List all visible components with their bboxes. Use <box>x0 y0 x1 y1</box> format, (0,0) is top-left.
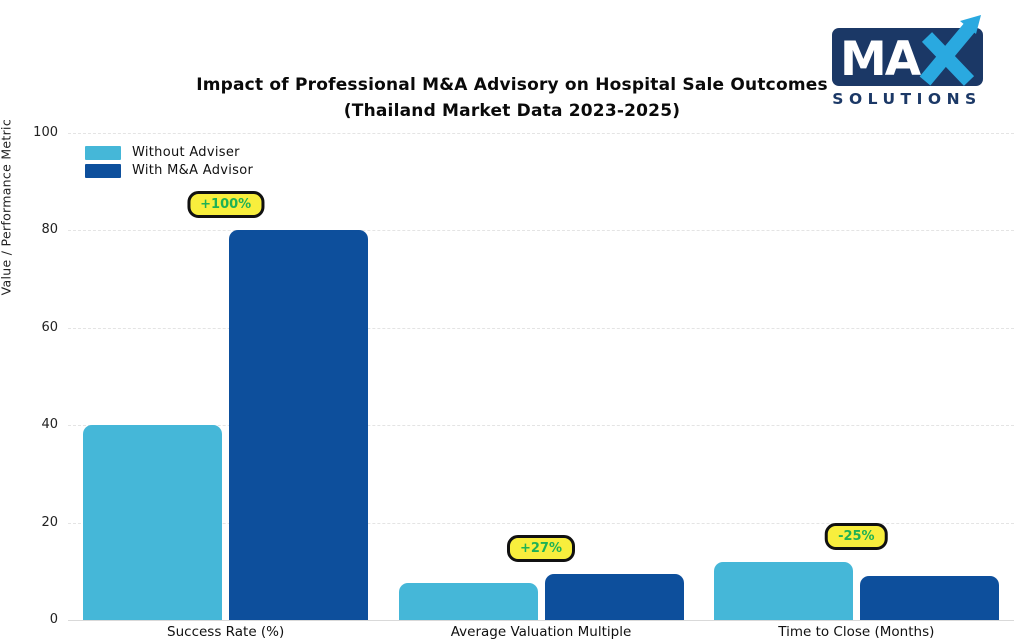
annotation-pill-average-valuation-multiple: +27% <box>506 534 576 562</box>
legend-item-without-adviser: Without Adviser <box>85 144 253 161</box>
legend-item-with-m-a-advisor: With M&A Advisor <box>85 162 253 179</box>
annotation-pill-time-to-close-months: -25% <box>825 522 888 550</box>
x-axis-label-success-rate: Success Rate (%) <box>167 624 285 640</box>
y-tick-label-20: 20 <box>41 514 58 530</box>
svg-text:SOLUTIONS: SOLUTIONS <box>832 90 981 108</box>
plot-area: 0 20 40 60 80 100 Success Rate (%) +100% Average… <box>33 126 1014 640</box>
x-axis-label-average-valuation-multiple: Average Valuation Multiple <box>450 624 632 640</box>
gridline-20 <box>68 522 1014 524</box>
chart-title-line2: (Thailand Market Data 2023-2025) <box>343 101 681 121</box>
legend-label-without-adviser: Without Adviser <box>132 145 240 160</box>
bar-with-m-a-advisor-average-valuation-multiple <box>544 573 684 620</box>
gridline-40 <box>68 425 1014 427</box>
bar-without-adviser-average-valuation-multiple <box>398 583 538 620</box>
bar-without-adviser-success-rate <box>83 425 223 620</box>
legend-swatch-with-m-a-advisor <box>85 163 121 178</box>
legend-swatch-without-adviser <box>85 145 121 160</box>
bar-with-m-a-advisor-time-to-close-months <box>859 576 999 620</box>
chart-title: Impact of Professional M&A Advisory on H… <box>0 72 1024 124</box>
bar-without-adviser-time-to-close-months <box>713 561 853 620</box>
bar-with-m-a-advisor-success-rate <box>229 230 369 620</box>
svg-text:MA: MA <box>840 32 922 87</box>
y-axis-title: Value / Performance Metric <box>0 118 14 296</box>
legend-label-with-m-a-advisor: With M&A Advisor <box>132 163 254 178</box>
x-axis-label-time-to-close-months: Time to Close (Months) <box>778 624 935 640</box>
y-tick-label-100: 100 <box>33 125 58 140</box>
y-tick-label-0: 0 <box>49 612 58 627</box>
chart-title-line1: Impact of Professional M&A Advisory on H… <box>196 75 828 95</box>
y-tick-label-60: 60 <box>41 319 58 335</box>
gridline-80 <box>68 230 1014 232</box>
legend: Without Adviser With M&A Advisor <box>85 144 253 180</box>
y-tick-label-40: 40 <box>41 417 58 433</box>
gridline-0 <box>68 620 1014 621</box>
gridline-60 <box>68 327 1014 329</box>
gridline-100 <box>68 133 1014 134</box>
annotation-pill-success-rate: +100% <box>187 191 265 219</box>
y-tick-label-80: 80 <box>41 222 58 238</box>
max-solutions-logo: MA SOLUTIONS <box>832 15 983 108</box>
